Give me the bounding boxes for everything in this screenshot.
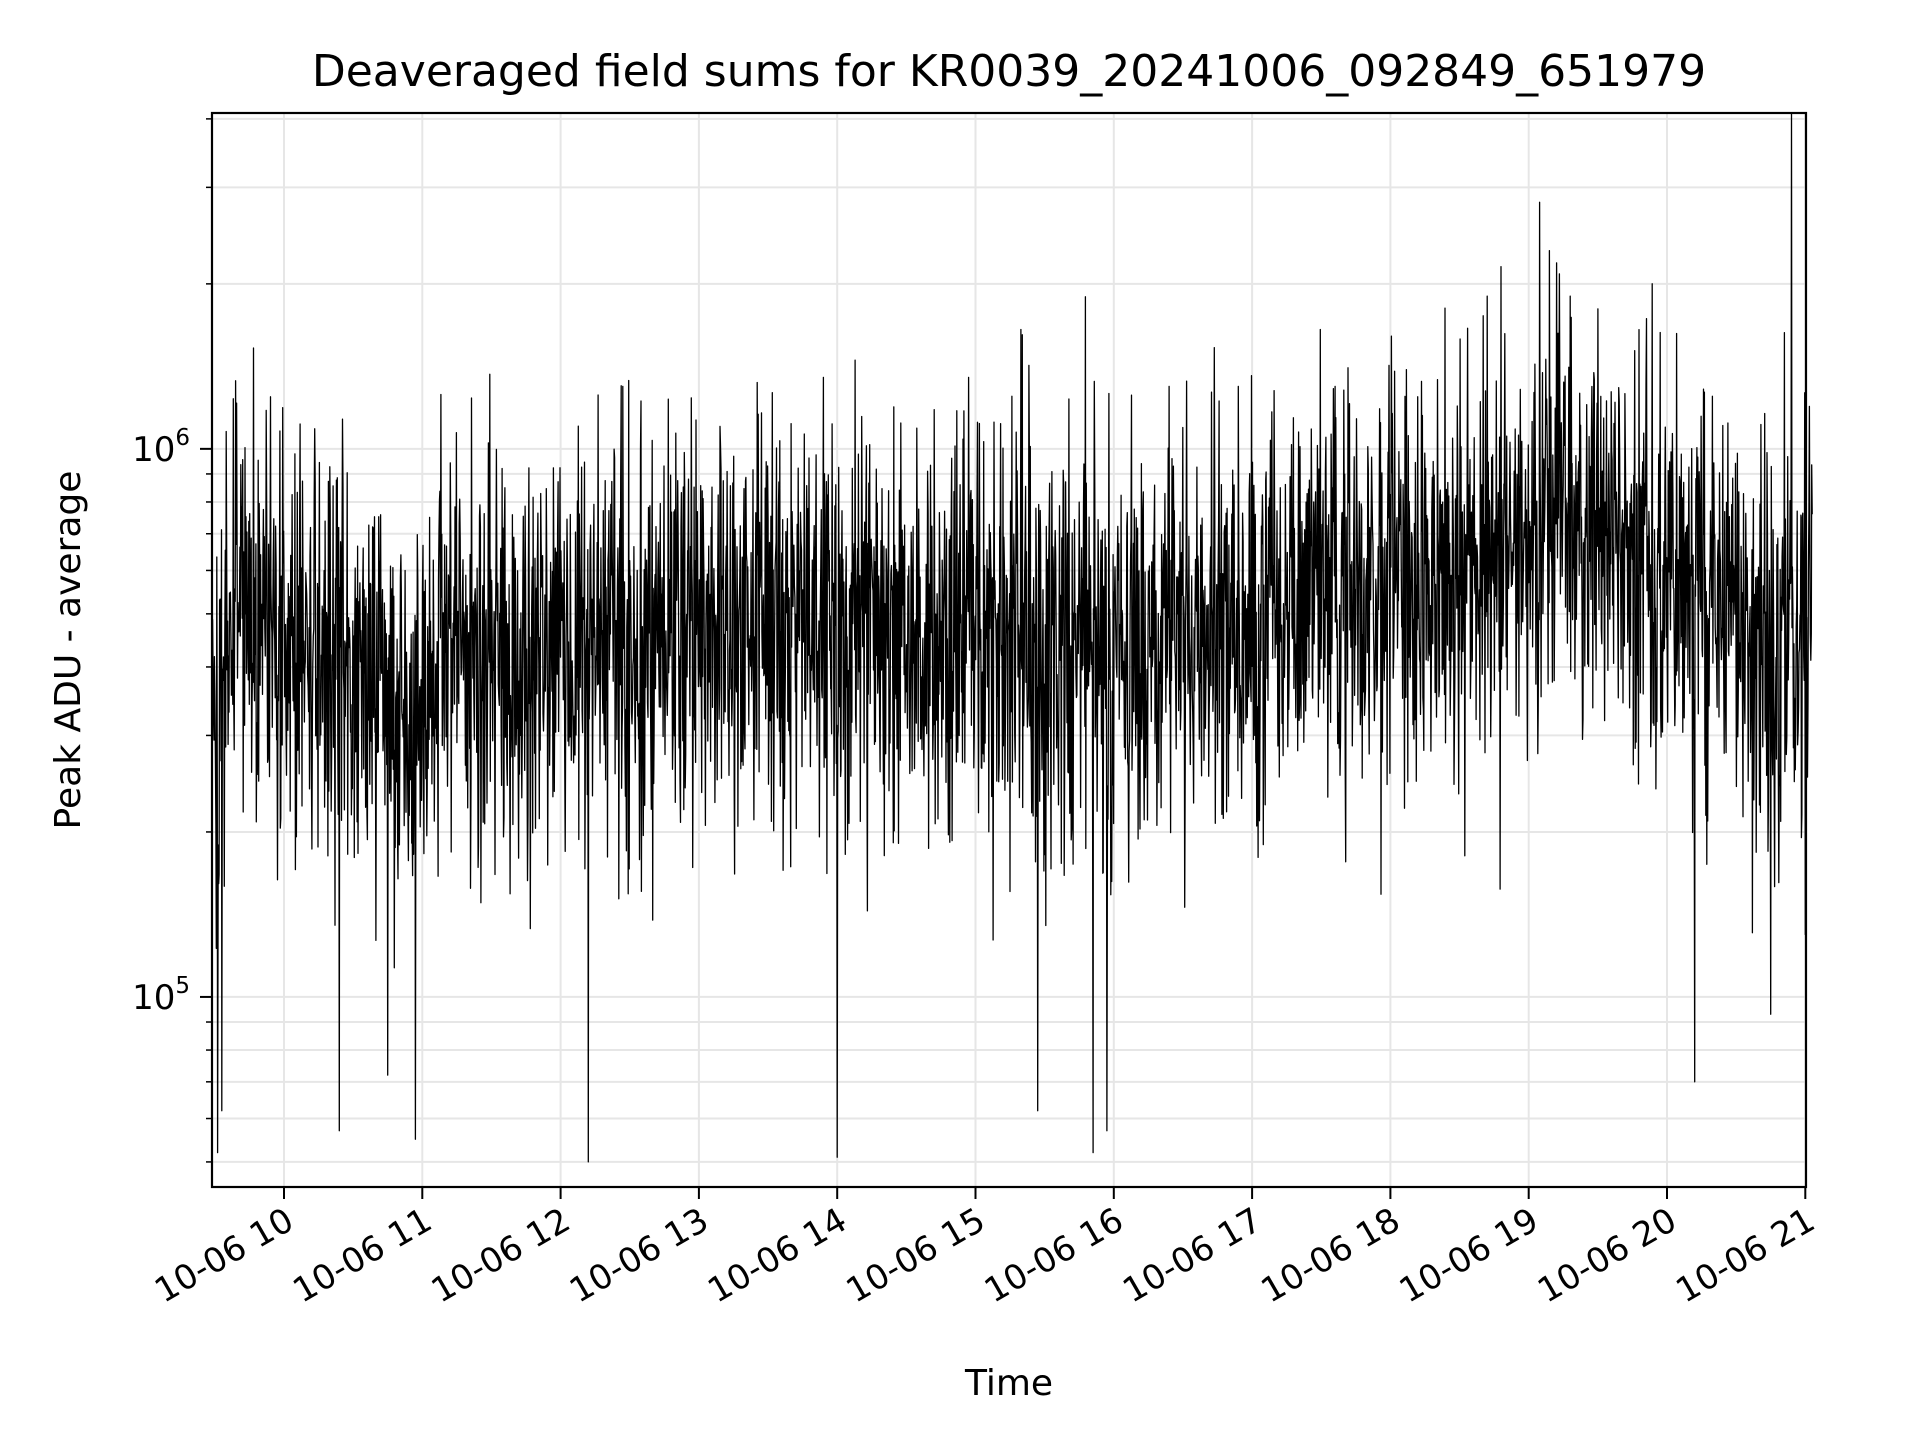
series-path — [211, 112, 1813, 1163]
y-axis-ticks: 105 106 — [132, 118, 212, 1163]
chart-title: Deaveraged field sums for KR0039_2024100… — [312, 46, 1706, 97]
y-axis-label: Peak ADU - average — [48, 471, 89, 830]
y-tick-label: 106 — [132, 425, 190, 470]
y-tick-label: 105 — [132, 973, 190, 1018]
x-axis-label: Time — [964, 1363, 1053, 1404]
series-line — [211, 112, 1813, 1163]
plot-area-frame — [210, 111, 1808, 1189]
